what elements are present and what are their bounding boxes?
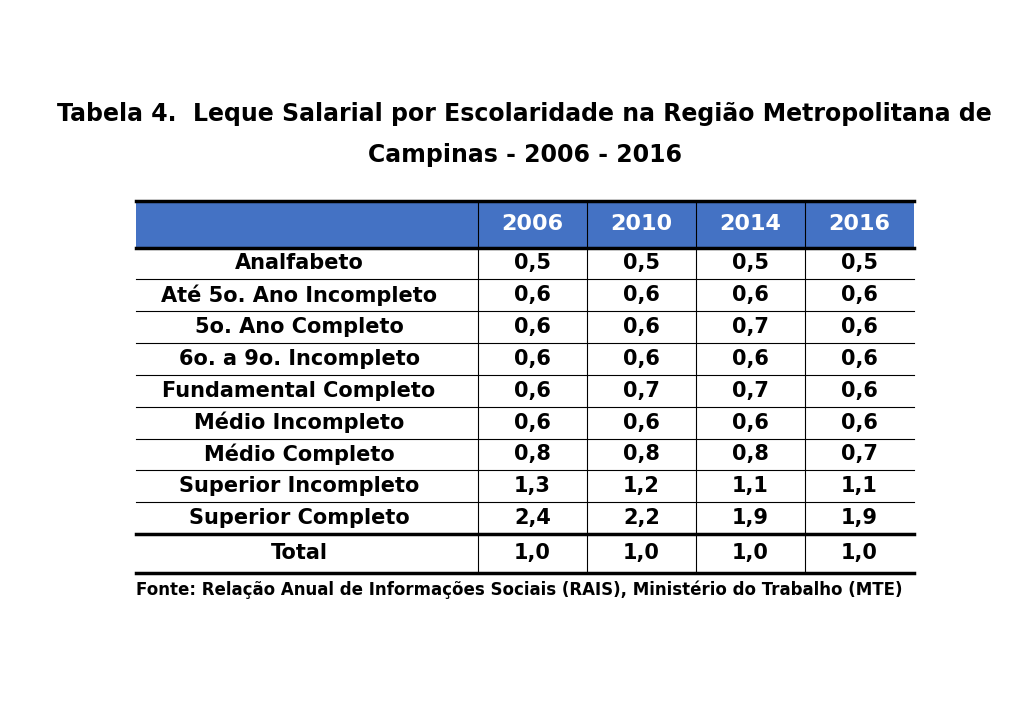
Text: Fonte: Relação Anual de Informações Sociais (RAIS), Ministério do Trabalho (MTE): Fonte: Relação Anual de Informações Soci… xyxy=(136,581,902,599)
Text: 0,6: 0,6 xyxy=(841,317,878,337)
Text: 1,3: 1,3 xyxy=(514,476,551,496)
Text: 2006: 2006 xyxy=(502,214,563,234)
Text: 0,6: 0,6 xyxy=(514,349,551,369)
Text: Tabela 4.  Leque Salarial por Escolaridade na Região Metropolitana de: Tabela 4. Leque Salarial por Escolaridad… xyxy=(57,102,992,126)
Text: 0,5: 0,5 xyxy=(841,253,878,274)
Bar xyxy=(136,201,913,247)
Text: 0,6: 0,6 xyxy=(732,349,769,369)
Text: Médio Incompleto: Médio Incompleto xyxy=(194,412,404,434)
Text: 1,9: 1,9 xyxy=(732,508,769,528)
Text: 0,6: 0,6 xyxy=(841,381,878,401)
Text: Analfabeto: Analfabeto xyxy=(234,253,364,274)
Text: 0,5: 0,5 xyxy=(623,253,659,274)
Text: 0,6: 0,6 xyxy=(623,413,659,433)
Text: Superior Completo: Superior Completo xyxy=(188,508,410,528)
Text: 0,8: 0,8 xyxy=(732,444,769,464)
Text: 1,0: 1,0 xyxy=(732,543,769,563)
Text: Campinas - 2006 - 2016: Campinas - 2006 - 2016 xyxy=(368,143,682,168)
Text: 0,8: 0,8 xyxy=(514,444,551,464)
Text: 1,2: 1,2 xyxy=(623,476,659,496)
Text: 0,7: 0,7 xyxy=(623,381,659,401)
Text: 0,5: 0,5 xyxy=(732,253,769,274)
Text: 1,9: 1,9 xyxy=(841,508,878,528)
Text: Total: Total xyxy=(270,543,328,563)
Text: 2010: 2010 xyxy=(610,214,673,234)
Text: 0,6: 0,6 xyxy=(841,413,878,433)
Text: Superior Incompleto: Superior Incompleto xyxy=(179,476,419,496)
Text: 2014: 2014 xyxy=(720,214,781,234)
Text: 1,0: 1,0 xyxy=(841,543,878,563)
Text: 0,6: 0,6 xyxy=(514,317,551,337)
Text: Médio Completo: Médio Completo xyxy=(204,443,394,466)
Text: 0,6: 0,6 xyxy=(514,285,551,305)
Text: 0,6: 0,6 xyxy=(623,349,659,369)
Text: 1,0: 1,0 xyxy=(623,543,659,563)
Text: 0,7: 0,7 xyxy=(732,381,769,401)
Text: 0,6: 0,6 xyxy=(732,285,769,305)
Text: 0,6: 0,6 xyxy=(514,413,551,433)
Text: 2016: 2016 xyxy=(828,214,890,234)
Text: 2,4: 2,4 xyxy=(514,508,551,528)
Text: 2,2: 2,2 xyxy=(623,508,659,528)
Text: 0,7: 0,7 xyxy=(732,317,769,337)
Text: 0,7: 0,7 xyxy=(841,444,878,464)
Text: 0,6: 0,6 xyxy=(841,349,878,369)
Text: 6o. a 9o. Incompleto: 6o. a 9o. Incompleto xyxy=(178,349,420,369)
Text: 0,6: 0,6 xyxy=(732,413,769,433)
Text: 1,0: 1,0 xyxy=(514,543,551,563)
Text: 0,6: 0,6 xyxy=(514,381,551,401)
Text: 1,1: 1,1 xyxy=(732,476,769,496)
Text: Fundamental Completo: Fundamental Completo xyxy=(163,381,436,401)
Text: 1,1: 1,1 xyxy=(841,476,878,496)
Text: 0,5: 0,5 xyxy=(514,253,551,274)
Text: 0,8: 0,8 xyxy=(623,444,659,464)
Text: Até 5o. Ano Incompleto: Até 5o. Ano Incompleto xyxy=(161,284,437,306)
Text: 5o. Ano Completo: 5o. Ano Completo xyxy=(195,317,403,337)
Text: 0,6: 0,6 xyxy=(623,285,659,305)
Text: 0,6: 0,6 xyxy=(841,285,878,305)
Text: 0,6: 0,6 xyxy=(623,317,659,337)
